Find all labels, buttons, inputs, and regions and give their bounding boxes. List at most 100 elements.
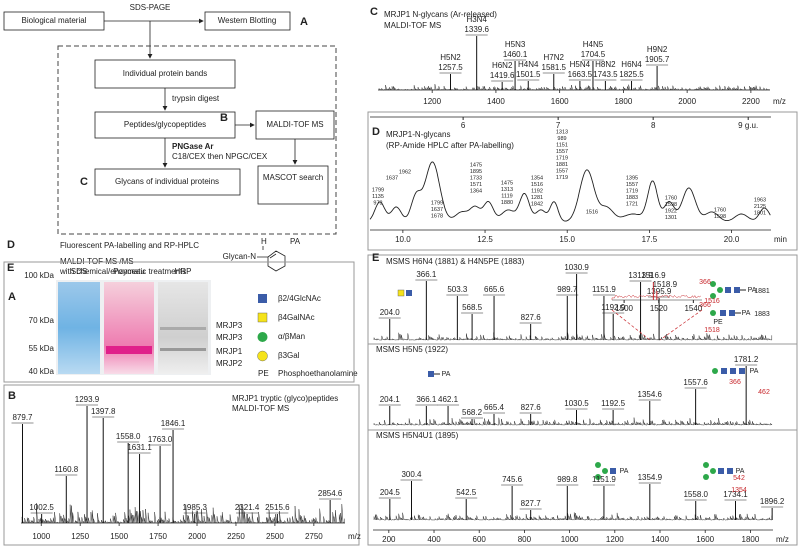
peak-label: 462.1 xyxy=(438,395,459,404)
marker: 55 kDa xyxy=(29,344,55,353)
peak-annotation: 1281 xyxy=(531,195,543,201)
node-box xyxy=(94,59,236,89)
x-tick-label: 1200 xyxy=(423,97,441,106)
fragment-annotation: 462 xyxy=(758,389,770,396)
gu-tick-label: 6 xyxy=(461,121,466,130)
x-tick-label: 600 xyxy=(473,535,487,544)
marker: 40 kDa xyxy=(29,367,55,376)
x-tick-label: 1250 xyxy=(71,532,89,541)
node-box xyxy=(204,11,291,31)
fragment-annotation: PA xyxy=(750,368,759,375)
inset-tick-label: 1520 xyxy=(650,304,668,313)
step-letter: E xyxy=(7,262,14,274)
legend-abbr: PE xyxy=(258,369,269,378)
x-tick-label: 1800 xyxy=(742,535,760,544)
x-tick-label: 1400 xyxy=(651,535,669,544)
inset-noise xyxy=(611,294,701,300)
x-tick-label: 20.0 xyxy=(724,235,740,244)
fragment-annotation: 366 xyxy=(729,379,741,386)
peak-annotation: 1721 xyxy=(626,201,638,207)
peak-label: 2515.6 xyxy=(265,503,290,512)
peak-name: H4N4 xyxy=(518,60,539,69)
node: MALDI-TOF MS xyxy=(266,120,323,129)
peak-annotation: 1637 xyxy=(386,175,398,181)
panel-letter: C xyxy=(80,176,88,188)
peak-annotation: 1395 xyxy=(626,175,638,181)
x-tick-label: 2200 xyxy=(742,97,760,106)
baseline-noise xyxy=(373,512,773,521)
peak-label: 879.7 xyxy=(12,413,33,422)
legend-text: α/βMan xyxy=(278,332,305,341)
panel-title: MRJP1-N-glycans xyxy=(386,130,450,139)
peak-label: 989.8 xyxy=(557,475,578,484)
node: Biological material xyxy=(22,16,87,25)
spectrum-title: MSMS H5N5 (1922) xyxy=(376,345,448,354)
peak-label: 1781.2 xyxy=(734,355,759,364)
peak-annotation: 1922 xyxy=(665,208,677,214)
x-tick-label: 2500 xyxy=(266,532,284,541)
peak-label: 989.7 xyxy=(557,285,578,294)
panel-title: MRJP1 N-glycans (Ar-released) xyxy=(384,10,497,19)
peak-annotation: 1475 xyxy=(501,180,513,186)
x-tick-label: 1500 xyxy=(110,532,128,541)
peak-annotation: 1557 xyxy=(626,182,638,188)
peak-name: H3N4 xyxy=(466,15,487,24)
peak-label: 1460.1 xyxy=(503,50,528,59)
panel-letter: A xyxy=(300,16,308,28)
spectrum-title: MSMS H6N4 (1881) & H4N5PE (1883) xyxy=(386,257,525,266)
panel-letter: B xyxy=(220,112,228,124)
x-tick-label: 1800 xyxy=(614,97,632,106)
legend-symbol xyxy=(257,312,268,323)
peak-name: H4N5 xyxy=(583,40,604,49)
dashed-frame xyxy=(57,45,337,235)
peak-annotation: 1678 xyxy=(431,213,443,219)
peak-label: 665.6 xyxy=(484,285,505,294)
fragment-annotation: PA xyxy=(620,468,629,475)
edge-label: SDS-PAGE xyxy=(130,3,171,12)
inset-tick-label: 1540 xyxy=(684,304,702,313)
peak-label: 2854.6 xyxy=(318,489,343,498)
x-tick-label: 1600 xyxy=(551,97,569,106)
baseline-noise xyxy=(21,502,345,524)
peak-label: 568.2 xyxy=(462,408,483,417)
peak-annotation: 1475 xyxy=(470,162,482,168)
fragment-annotation: 366 xyxy=(699,302,711,309)
legend-text: Phosphoethanolamine xyxy=(278,369,358,378)
legend-symbol xyxy=(257,350,268,362)
fragment-annotation: 366 xyxy=(699,279,711,286)
x-tick-label: 800 xyxy=(518,535,532,544)
band-label: MRJP3 xyxy=(216,321,243,330)
x-axis-label: m/z xyxy=(348,532,361,541)
gel-frame xyxy=(3,261,355,383)
peak-label: 1663.5 xyxy=(568,70,593,79)
peak-label: 1257.5 xyxy=(438,63,463,72)
peak-annotation: 1516 xyxy=(531,182,543,188)
gu-tick-label: 8 xyxy=(651,121,656,130)
peak-name: H5N2 xyxy=(440,53,461,62)
peak-label: 1160.8 xyxy=(54,465,78,474)
legend-text: β2/4GlcNAc xyxy=(278,294,321,303)
structure: PA xyxy=(290,237,301,246)
peak-annotation: 1760 xyxy=(714,207,726,213)
peak-annotation: 1895 xyxy=(470,169,482,175)
fragment-annotation: 1518 xyxy=(704,327,720,334)
chromatogram xyxy=(369,161,771,222)
lane-label: Ponceau xyxy=(113,267,145,276)
peak-label: 503.3 xyxy=(447,285,468,294)
peak-label: 1905.7 xyxy=(645,55,670,64)
peak-label: 827.6 xyxy=(521,313,542,322)
peak-label: 1985.3 xyxy=(182,503,207,512)
x-tick-label: 1000 xyxy=(561,535,579,544)
peak-label: 1192.9 xyxy=(601,303,625,312)
step: Fluorescent PA-labelling and RP-HPLC xyxy=(60,241,199,250)
x-axis-label: min xyxy=(774,235,787,244)
peak-annotation: 1719 xyxy=(556,155,568,161)
panel-frame xyxy=(3,384,360,546)
node: Individual protein bands xyxy=(123,69,208,78)
panel-subtitle: (RP-Amide HPLC after PA-labelling) xyxy=(386,141,514,150)
x-tick-label: 2250 xyxy=(227,532,245,541)
peak-label: 1516.9 xyxy=(641,271,666,280)
node: MASCOT search xyxy=(263,173,323,182)
peak-label: 827.6 xyxy=(521,403,542,412)
